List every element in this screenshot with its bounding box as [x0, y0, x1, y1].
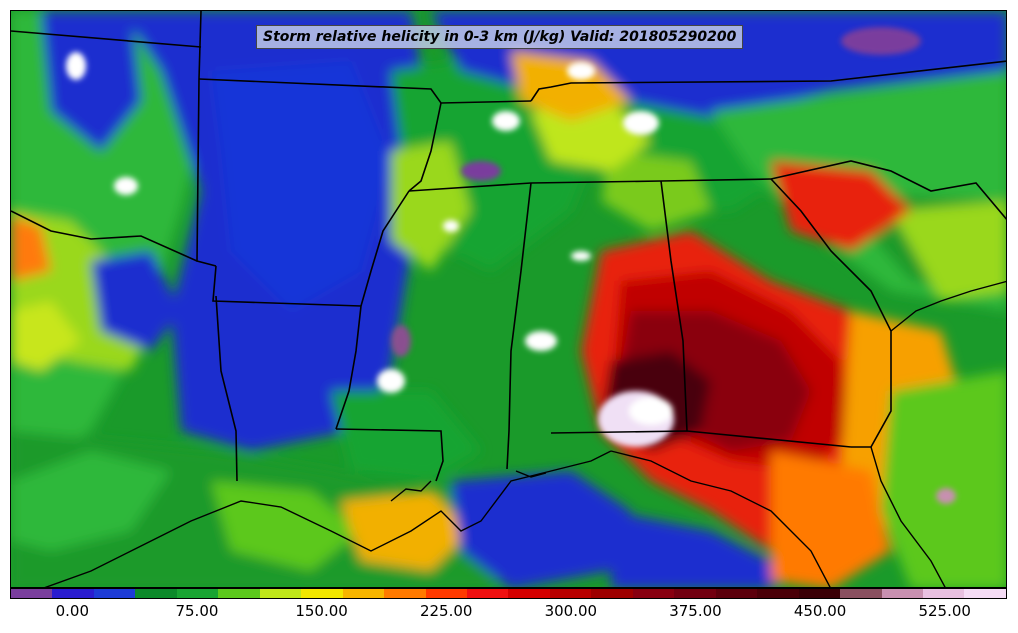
- color-scale-segment: [964, 589, 1006, 598]
- color-scale-segment: [11, 589, 53, 598]
- color-scale-segment: [93, 589, 136, 598]
- color-scale-segment: [715, 589, 758, 598]
- color-scale-tick-label: 75.00: [175, 602, 219, 620]
- color-scale-segment: [840, 589, 882, 598]
- color-scale-segment: [674, 589, 716, 598]
- color-scale-segment: [259, 589, 302, 598]
- color-scale-segment: [591, 589, 633, 598]
- color-scale-segment: [425, 589, 467, 598]
- color-scale-bar: [10, 588, 1007, 599]
- color-scale-segment: [549, 589, 592, 598]
- color-scale-segment: [881, 589, 923, 598]
- color-scale-segment: [218, 589, 260, 598]
- color-scale-segment: [632, 589, 675, 598]
- helicity-maxima: [66, 27, 956, 504]
- color-scale-tick-label: 0.00: [55, 602, 90, 620]
- map-title: Storm relative helicity in 0-3 km (J/kg)…: [263, 29, 737, 45]
- color-scale-segment: [176, 589, 219, 598]
- color-scale-tick-label: 150.00: [295, 602, 348, 620]
- helicity-map: Storm relative helicity in 0-3 km (J/kg)…: [10, 10, 1007, 588]
- color-scale-tick-label: 450.00: [793, 602, 847, 620]
- color-scale-tick-label: 225.00: [419, 602, 473, 620]
- color-scale-segment: [508, 589, 550, 598]
- map-title-box: Storm relative helicity in 0-3 km (J/kg)…: [256, 25, 744, 49]
- color-scale-segment: [757, 589, 799, 598]
- color-scale-segment: [384, 589, 426, 598]
- color-scale-segment: [52, 589, 94, 598]
- state-borders: [11, 11, 1006, 482]
- color-scale-segment: [301, 589, 343, 598]
- color-scale-segment: [466, 589, 509, 598]
- color-scale-tick-label: 375.00: [669, 602, 722, 620]
- color-scale-tick-label: 525.00: [918, 602, 971, 620]
- map-canvas: [11, 11, 1006, 587]
- color-scale-ticks: 0.00 75.00 150.00 225.00 300.00 375.00 450.00 5…: [10, 602, 1007, 622]
- color-scale-segment: [922, 589, 965, 598]
- color-scale-segment: [135, 589, 177, 598]
- color-scale-segment: [342, 589, 385, 598]
- coastline: [44, 280, 1006, 587]
- color-scale-segment: [798, 589, 841, 598]
- color-scale-tick-label: 300.00: [544, 602, 598, 620]
